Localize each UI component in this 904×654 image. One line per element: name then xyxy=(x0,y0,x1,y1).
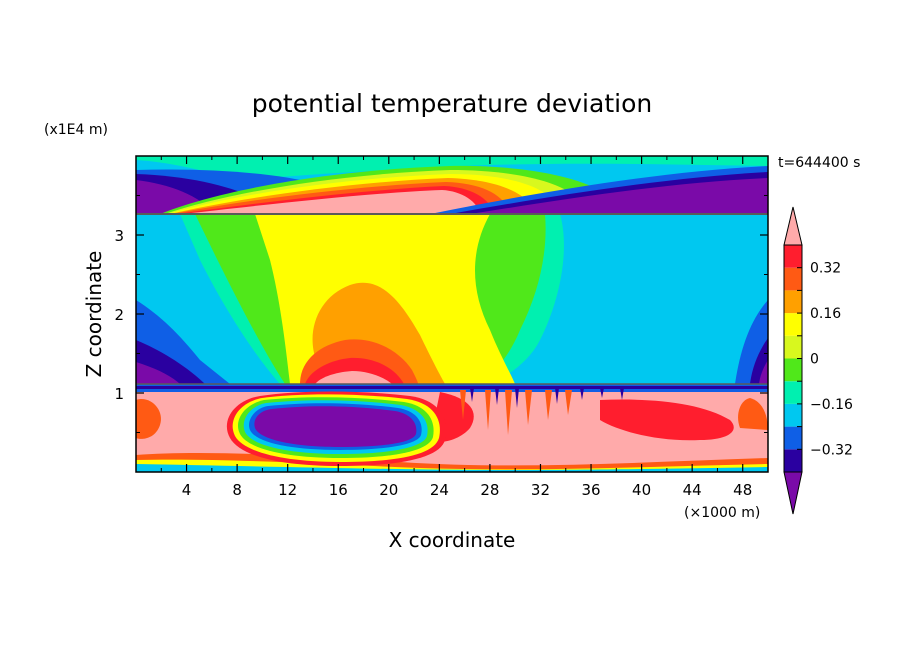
colorbar-tick-label: 0 xyxy=(810,352,819,368)
colorbar-low-arrow xyxy=(783,471,803,515)
y-axis-label: Z coordinate xyxy=(82,251,106,378)
x-tick-label: 4 xyxy=(182,481,192,499)
colorbar-band xyxy=(784,290,802,314)
y-tick-label: 1 xyxy=(114,385,124,403)
lower-layer xyxy=(136,384,768,472)
colorbar-band xyxy=(784,267,802,291)
colorbar-band xyxy=(784,358,802,382)
x-tick-label: 12 xyxy=(278,481,297,499)
x-tick-label: 28 xyxy=(480,481,499,499)
y-axis: 1 2 3 xyxy=(114,195,768,433)
colorbar-band xyxy=(784,426,802,450)
x-tick-label: 36 xyxy=(581,481,600,499)
x-tick-label: 8 xyxy=(232,481,242,499)
colorbar-band xyxy=(784,245,802,268)
colorbar-tick-label: 0.16 xyxy=(810,306,841,322)
colorbar-band xyxy=(784,335,802,359)
x-tick-label: 32 xyxy=(531,481,550,499)
time-label: t=644400 s xyxy=(778,155,860,171)
colorbar-tick-label: −0.32 xyxy=(810,442,853,458)
x-tick-label: 20 xyxy=(379,481,398,499)
colorbar-band xyxy=(784,403,802,427)
colorbar-tick-label: −0.16 xyxy=(810,397,853,413)
middle-layer xyxy=(136,214,768,384)
colorbar-band xyxy=(784,381,802,404)
x-tick-label: 40 xyxy=(632,481,651,499)
y-tick-label: 3 xyxy=(114,227,124,245)
colorbar: 0.32 0.16 0 −0.16 −0.32 xyxy=(783,206,853,515)
x-axis-label: X coordinate xyxy=(389,528,516,552)
colorbar-band xyxy=(784,449,802,472)
x-scale-label: (×1000 m) xyxy=(684,505,760,521)
x-tick-label: 44 xyxy=(683,481,702,499)
chart-title: potential temperature deviation xyxy=(252,89,652,118)
x-tick-label: 24 xyxy=(430,481,449,499)
colorbar-tick-label: 0.32 xyxy=(810,261,841,277)
y-scale-label: (x1E4 m) xyxy=(44,122,108,138)
x-axis: 4 8 12 16 20 24 28 32 36 40 44 48 xyxy=(160,156,752,499)
upper-layer xyxy=(136,156,768,214)
y-tick-label: 2 xyxy=(114,306,124,324)
x-tick-label: 16 xyxy=(329,481,348,499)
x-tick-label: 48 xyxy=(733,481,752,499)
colorbar-band xyxy=(784,313,802,336)
contour-field xyxy=(136,156,768,472)
colorbar-high-arrow xyxy=(783,206,803,246)
